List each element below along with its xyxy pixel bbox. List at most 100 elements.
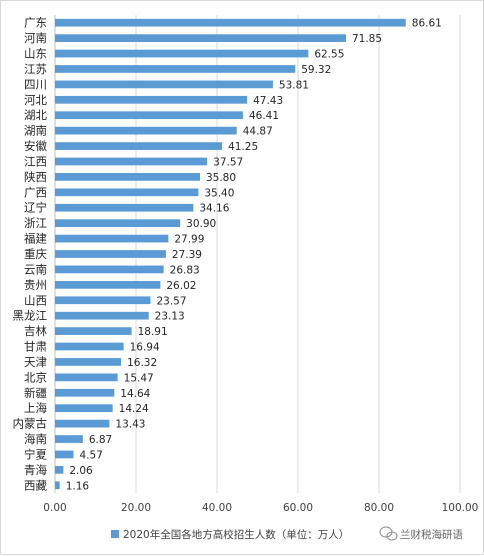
value-label: 14.64 (120, 388, 150, 400)
value-label: 71.85 (352, 33, 382, 45)
category-label: 广西 (24, 185, 47, 199)
category-label: 江苏 (24, 62, 47, 76)
value-label: 16.94 (130, 342, 160, 354)
x-tick-labels: 0.00 20.00 40.00 60.00 80.00 100.00 (43, 502, 478, 514)
category-label: 新疆 (24, 386, 47, 400)
bar (55, 157, 208, 166)
x-tick-label: 60.00 (283, 502, 313, 514)
category-label: 陕西 (24, 170, 47, 184)
value-label: 30.90 (186, 218, 216, 230)
value-label: 18.91 (138, 326, 168, 338)
value-label: 26.83 (170, 264, 200, 276)
value-label: 23.13 (155, 311, 185, 323)
bar (55, 342, 124, 351)
value-label: 27.39 (172, 249, 202, 261)
bar (55, 219, 181, 228)
bar (55, 18, 406, 27)
category-label: 甘肃 (24, 340, 47, 354)
bar (55, 296, 151, 305)
wechat-icon (379, 526, 398, 541)
value-label: 6.87 (89, 434, 112, 446)
category-label: 浙江 (24, 216, 47, 230)
value-label: 16.32 (127, 357, 157, 369)
x-tick-label: 80.00 (364, 502, 394, 514)
value-label: 47.43 (253, 95, 283, 107)
bar (55, 49, 309, 58)
value-label: 44.87 (243, 126, 273, 138)
category-label: 山西 (24, 293, 47, 307)
bar (55, 358, 122, 366)
category-label: 贵州 (24, 278, 47, 292)
bars (55, 18, 406, 490)
bar (55, 188, 199, 197)
value-label: 26.02 (166, 280, 196, 292)
bar (55, 34, 346, 42)
category-label: 湖南 (24, 124, 47, 138)
category-label: 青海 (24, 463, 47, 477)
bar (55, 481, 60, 490)
legend: 2020年全国各地方高校招生人数（单位：万人） (111, 528, 349, 541)
legend-label: 2020年全国各地方高校招生人数（单位：万人） (123, 528, 349, 541)
category-label: 吉林 (24, 324, 47, 338)
value-label: 86.61 (412, 18, 442, 30)
category-label: 北京 (24, 370, 47, 384)
value-label: 35.80 (206, 172, 236, 184)
x-tick-label: 0.00 (43, 502, 66, 514)
bar (55, 450, 74, 459)
bar (55, 250, 166, 258)
bar (55, 435, 83, 443)
category-label: 重庆 (24, 247, 47, 261)
value-label: 34.16 (199, 203, 229, 215)
value-label: 23.57 (156, 295, 186, 307)
category-label: 安徽 (24, 139, 47, 153)
bar (55, 388, 115, 397)
bar (55, 173, 200, 181)
category-label: 上海 (24, 401, 47, 415)
value-label: 15.47 (124, 372, 154, 384)
bar (55, 142, 223, 150)
value-label: 59.32 (301, 64, 331, 76)
category-label: 福建 (24, 232, 47, 246)
value-label: 27.99 (174, 234, 204, 246)
value-labels: 86.61 71.85 62.55 59.32 53.81 47.43 46.41 44.87… (66, 18, 442, 493)
value-label: 14.24 (119, 403, 149, 415)
bar (55, 265, 164, 274)
x-tick-label: 40.00 (202, 502, 232, 514)
category-label: 西藏 (24, 478, 47, 492)
bar (55, 373, 118, 382)
category-label: 广东 (24, 16, 47, 30)
category-label: 海南 (24, 432, 47, 446)
value-label: 53.81 (279, 79, 309, 91)
value-label: 37.57 (213, 156, 243, 168)
category-labels: 广东河南山东江苏四川河北湖北湖南安徽江西陕西广西辽宁浙江福建重庆云南贵州山西黑龙… (13, 16, 48, 493)
category-label: 宁夏 (24, 447, 47, 461)
bar (55, 327, 132, 335)
bar (55, 404, 113, 413)
bar (55, 280, 161, 289)
bar (55, 234, 169, 243)
category-label: 河南 (24, 31, 47, 45)
bar (55, 95, 248, 104)
x-tick-label: 100.00 (442, 502, 479, 514)
category-label: 四川 (24, 77, 47, 91)
category-label: 天津 (24, 355, 47, 369)
bar (55, 80, 273, 89)
bar (55, 111, 243, 120)
category-label: 辽宁 (24, 201, 47, 215)
bar (55, 466, 64, 474)
value-label: 62.55 (314, 49, 344, 61)
watermark-text: 兰财税海研语 (400, 528, 463, 541)
value-label: 1.16 (66, 480, 90, 492)
category-label: 湖北 (24, 108, 47, 122)
bar (55, 311, 149, 320)
value-label: 4.57 (80, 449, 103, 461)
category-label: 云南 (24, 262, 47, 276)
bar (55, 65, 296, 73)
category-label: 江西 (24, 154, 47, 168)
grid-lines (54, 15, 461, 493)
watermark: 兰财税海研语 (379, 526, 463, 541)
value-label: 35.40 (204, 187, 234, 199)
value-label: 13.43 (115, 419, 145, 431)
